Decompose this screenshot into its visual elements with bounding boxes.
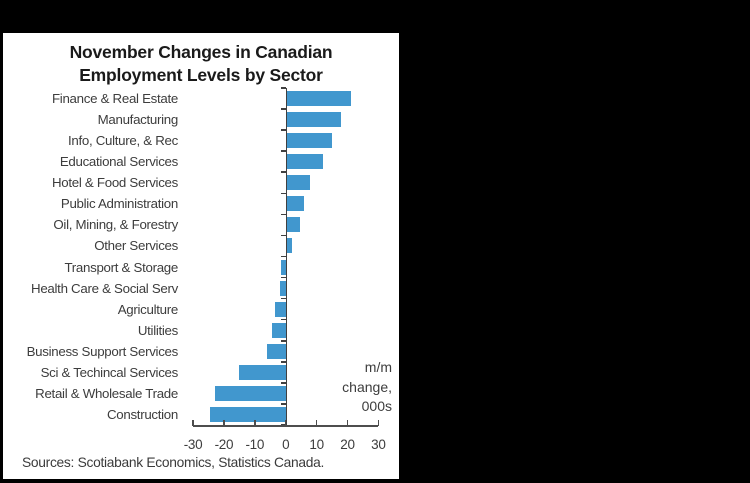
chart-title-line1: November Changes in Canadian [69, 42, 333, 62]
zero-axis-tick [280, 150, 286, 152]
x-tick-label-20: 20 [340, 437, 355, 452]
x-axis-tick [284, 420, 287, 426]
bar-finance-real-estate [285, 91, 351, 107]
x-tick-label--10: -10 [245, 437, 265, 452]
category-label-utilities: Utilities [137, 322, 178, 338]
x-tick-label--20: -20 [214, 437, 234, 452]
zero-axis-tick [280, 361, 286, 363]
category-label-business-support-services: Business Support Services [26, 343, 179, 359]
zero-axis-tick [280, 318, 286, 321]
bar-health-care-social-serv [279, 280, 286, 296]
units-annotation: m/m change, 000s [342, 358, 392, 417]
category-label-retail-wholesale-trade: Retail & Wholesale Trade [35, 385, 178, 401]
category-label-construction: Construction [106, 406, 178, 422]
category-label-hotel-food-services: Hotel & Food Services [52, 175, 178, 191]
zero-axis-tick [280, 213, 286, 216]
x-axis-tick [192, 420, 194, 426]
bar-educational-services [285, 154, 323, 170]
chart-panel: November Changes in Canadian Employment … [3, 33, 399, 479]
x-axis-tick [223, 420, 225, 426]
x-axis-tick [346, 420, 349, 426]
category-label-educational-services: Educational Services [59, 154, 178, 170]
x-tick-label-10: 10 [309, 437, 324, 452]
category-label-finance-real-estate: Finance & Real Estate [51, 91, 178, 106]
zero-axis-tick [280, 403, 286, 405]
units-annotation-line: change, [342, 378, 392, 395]
category-label-other-services: Other Services [94, 238, 178, 254]
zero-axis-tick [280, 87, 286, 89]
x-tick-label-30: 30 [371, 437, 386, 452]
bar-agriculture [274, 301, 286, 317]
zero-axis-tick [280, 382, 286, 384]
bar-info-culture-rec [285, 133, 333, 149]
bar-oil-mining-forestry [285, 217, 300, 233]
category-label-info-culture-rec: Info, Culture, & Rec [67, 133, 178, 149]
x-tick-label--30: -30 [183, 437, 203, 452]
zero-axis-tick [280, 192, 286, 195]
category-label-sci-techincal-services: Sci & Techincal Services [40, 364, 179, 380]
bar-utilities [271, 322, 286, 338]
bar-business-support-services [267, 343, 286, 359]
bar-hotel-food-services [285, 175, 311, 191]
bar-sci-techincal-services [239, 364, 286, 380]
zero-axis-tick [280, 171, 286, 174]
chart-title: November Changes in Canadian Employment … [3, 41, 399, 87]
units-annotation-line: 000s [361, 398, 392, 414]
zero-axis-tick [280, 255, 286, 258]
bar-public-administration [285, 196, 305, 212]
x-axis-tick [377, 420, 380, 426]
category-label-transport-storage: Transport & Storage [64, 259, 178, 275]
category-label-manufacturing: Manufacturing [97, 112, 179, 128]
bar-manufacturing [285, 112, 342, 128]
x-axis-tick [315, 420, 318, 426]
category-label-oil-mining-forestry: Oil, Mining, & Forestry [53, 217, 178, 233]
zero-axis-tick [280, 129, 286, 131]
source-note: Sources: Scotiabank Economics, Statistic… [22, 455, 325, 470]
x-tick-label-0: 0 [282, 437, 290, 452]
zero-axis-tick [280, 297, 286, 300]
bar-retail-wholesale-trade [214, 385, 286, 401]
x-axis-tick [254, 420, 256, 426]
category-label-agriculture: Agriculture [117, 301, 179, 317]
zero-axis-tick [280, 339, 286, 342]
chart-title-line2: Employment Levels by Sector [79, 65, 323, 85]
zero-axis-tick [280, 276, 286, 279]
zero-axis-tick [280, 108, 286, 110]
zero-axis-line [285, 88, 288, 425]
zero-axis-tick [280, 424, 286, 426]
bar-other-services [285, 238, 292, 254]
category-label-health-care-social-serv: Health Care & Social Serv [31, 280, 178, 296]
category-label-public-administration: Public Administration [60, 196, 178, 212]
bar-construction [209, 406, 286, 422]
zero-axis-tick [280, 234, 286, 237]
bar-transport-storage [281, 259, 286, 275]
units-annotation-line: m/m [364, 359, 392, 375]
